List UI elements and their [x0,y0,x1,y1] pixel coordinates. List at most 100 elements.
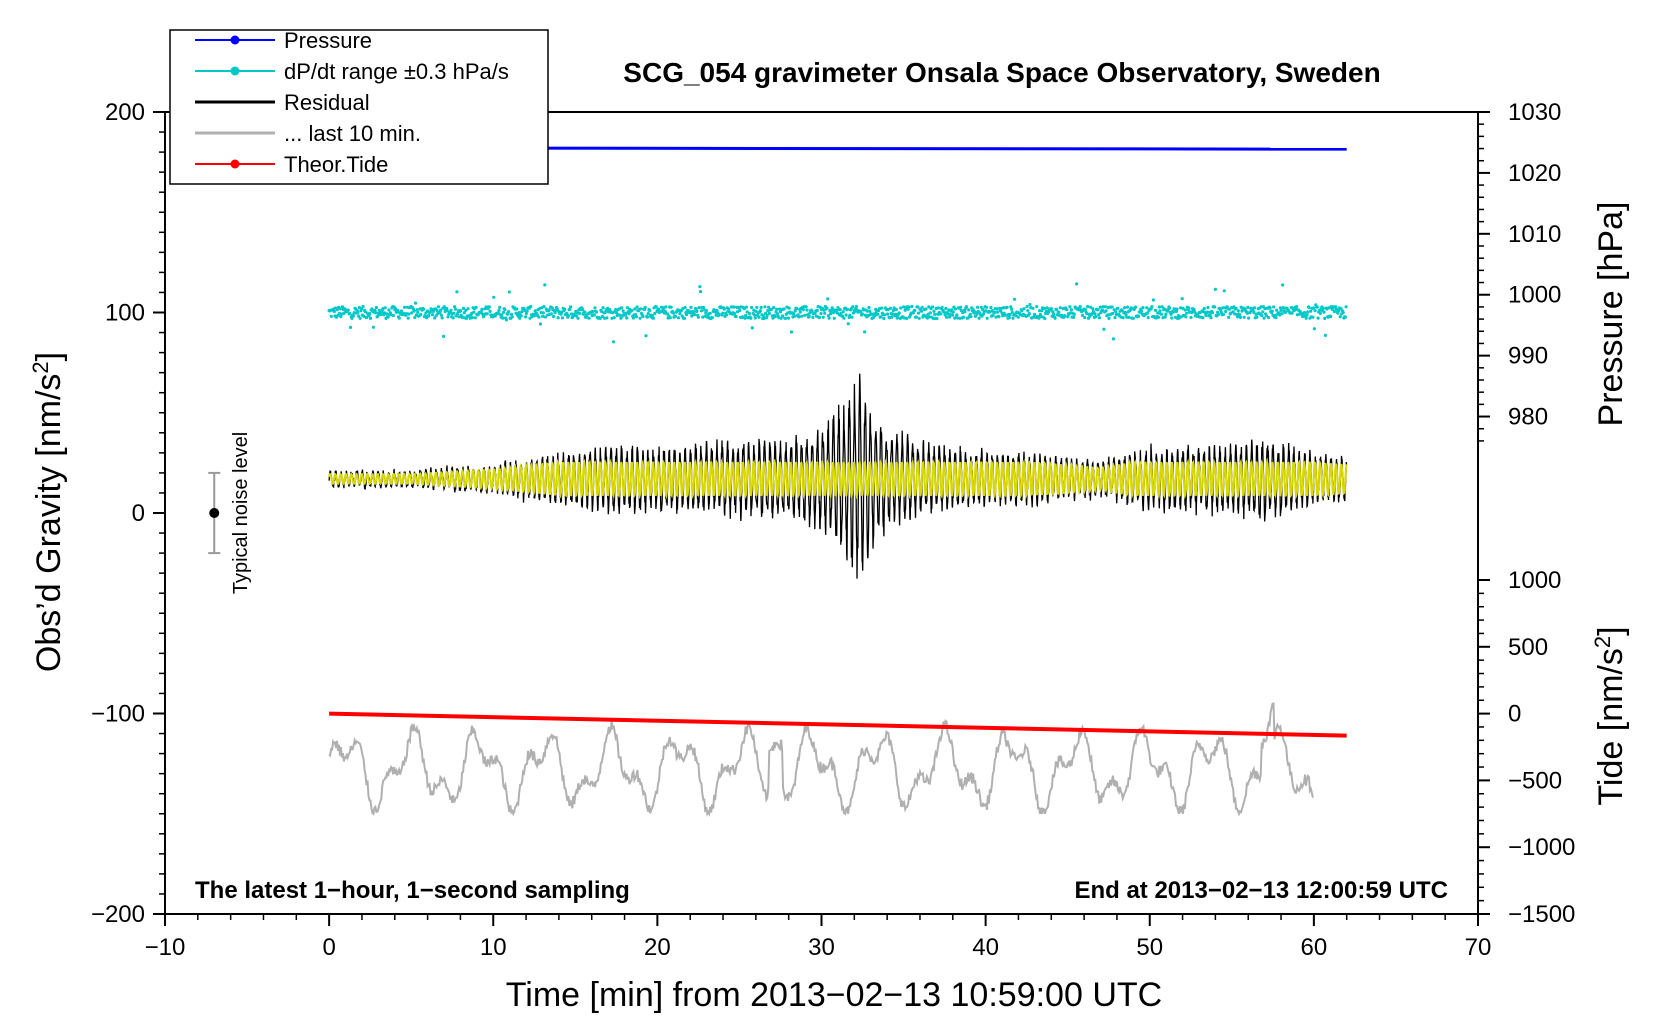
dpdt-point [676,316,681,320]
dpdt-point [826,297,830,301]
dpdt-point [1180,297,1184,301]
dpdt-point [518,316,522,320]
dpdt-point [591,309,595,313]
dpdt-point [969,315,973,319]
dpdt-point [646,312,650,316]
dpdt-point [442,305,446,309]
dpdt-point [704,308,709,313]
dpdt-point [542,305,546,309]
dpdt-point [773,315,777,319]
dpdt-point [1016,315,1020,319]
noise-label: Typical noise level [230,432,252,594]
dpdt-point [365,315,369,320]
y-tick-label-pressure: 1010 [1508,221,1561,248]
dpdt-point [694,307,698,311]
dpdt-point [580,307,585,311]
dpdt-point [368,312,372,316]
dpdt-point [1120,308,1124,313]
dpdt-point [503,308,507,312]
dpdt-point [1096,308,1100,312]
dpdt-point [913,308,917,312]
dpdt-point [501,316,505,320]
dpdt-point [750,326,754,330]
dpdt-point [376,314,380,318]
dpdt-point [356,311,360,315]
dpdt-point [1192,307,1196,312]
dpdt-point [1104,309,1108,313]
dpdt-point [1010,310,1014,314]
y-tick-label-tide: −500 [1508,767,1562,794]
dpdt-point [601,306,605,310]
dpdt-point [1209,316,1213,320]
dpdt-point [507,290,511,294]
dpdt-point [750,305,754,310]
dpdt-point [645,315,650,319]
dpdt-point [678,312,682,316]
dpdt-point [1238,315,1243,319]
dpdt-point [1322,310,1326,314]
dpdt-point [611,340,616,344]
dpdt-point [547,308,551,312]
dpdt-point [462,311,466,315]
annotation-end-time: End at 2013−02−13 12:00:59 UTC [1074,877,1448,904]
dpdt-point [1100,308,1104,312]
dpdt-point [947,315,952,319]
dpdt-point [1154,308,1158,312]
dpdt-point [1204,313,1208,317]
dpdt-point [985,316,989,320]
y-tick-label-left: 200 [105,99,145,126]
y-axis-title-tide: Tide [nm/s2] [1590,626,1631,805]
dpdt-point [563,307,567,311]
dpdt-point [757,315,761,319]
dpdt-point [1190,310,1194,315]
dpdt-point [569,305,573,309]
dpdt-point [332,309,336,314]
dpdt-point [415,308,419,312]
dpdt-point [758,309,763,313]
y-tick-label-tide: −1500 [1508,901,1575,928]
dpdt-point [787,306,791,310]
dpdt-point [1318,311,1322,315]
dpdt-point [754,309,758,313]
dpdt-point [936,306,941,310]
dpdt-point [620,306,624,310]
y-tick-label-pressure: 1020 [1508,160,1561,187]
legend-marker [230,159,240,169]
dpdt-point [997,315,1001,319]
dpdt-point [1227,315,1231,319]
dpdt-point [1116,306,1120,310]
x-tick-label: 0 [322,934,335,961]
y-tick-label-pressure: 1000 [1508,282,1561,309]
y-tick-label-pressure: 980 [1508,404,1548,431]
dpdt-point [995,310,1000,314]
dpdt-point [867,305,871,310]
dpdt-point [1174,309,1178,314]
dpdt-point [882,316,886,321]
dpdt-point [1160,305,1164,309]
dpdt-point [1102,327,1106,331]
series-dpdt-points [327,282,1348,344]
dpdt-point [1049,307,1053,311]
dpdt-point [1010,307,1014,311]
dpdt-point [1305,313,1309,317]
y-axis-title-left: Obs’d Gravity [nm/s2] [28,352,69,672]
dpdt-point [1156,311,1160,315]
dpdt-point [1101,305,1105,309]
dpdt-point [453,307,457,311]
dpdt-point [786,316,791,320]
dpdt-point [917,316,921,320]
legend-marker [230,35,240,45]
dpdt-point [781,314,785,318]
dpdt-point [603,310,607,314]
dpdt-point [784,316,788,320]
dpdt-point [950,313,955,317]
dpdt-point [439,313,443,317]
legend-label: Theor.Tide [284,152,388,177]
dpdt-point [1026,309,1030,313]
dpdt-point [391,313,395,318]
dpdt-point [1329,314,1333,319]
dpdt-point [763,305,767,309]
dpdt-point [1031,306,1035,310]
dpdt-point [1028,302,1032,307]
